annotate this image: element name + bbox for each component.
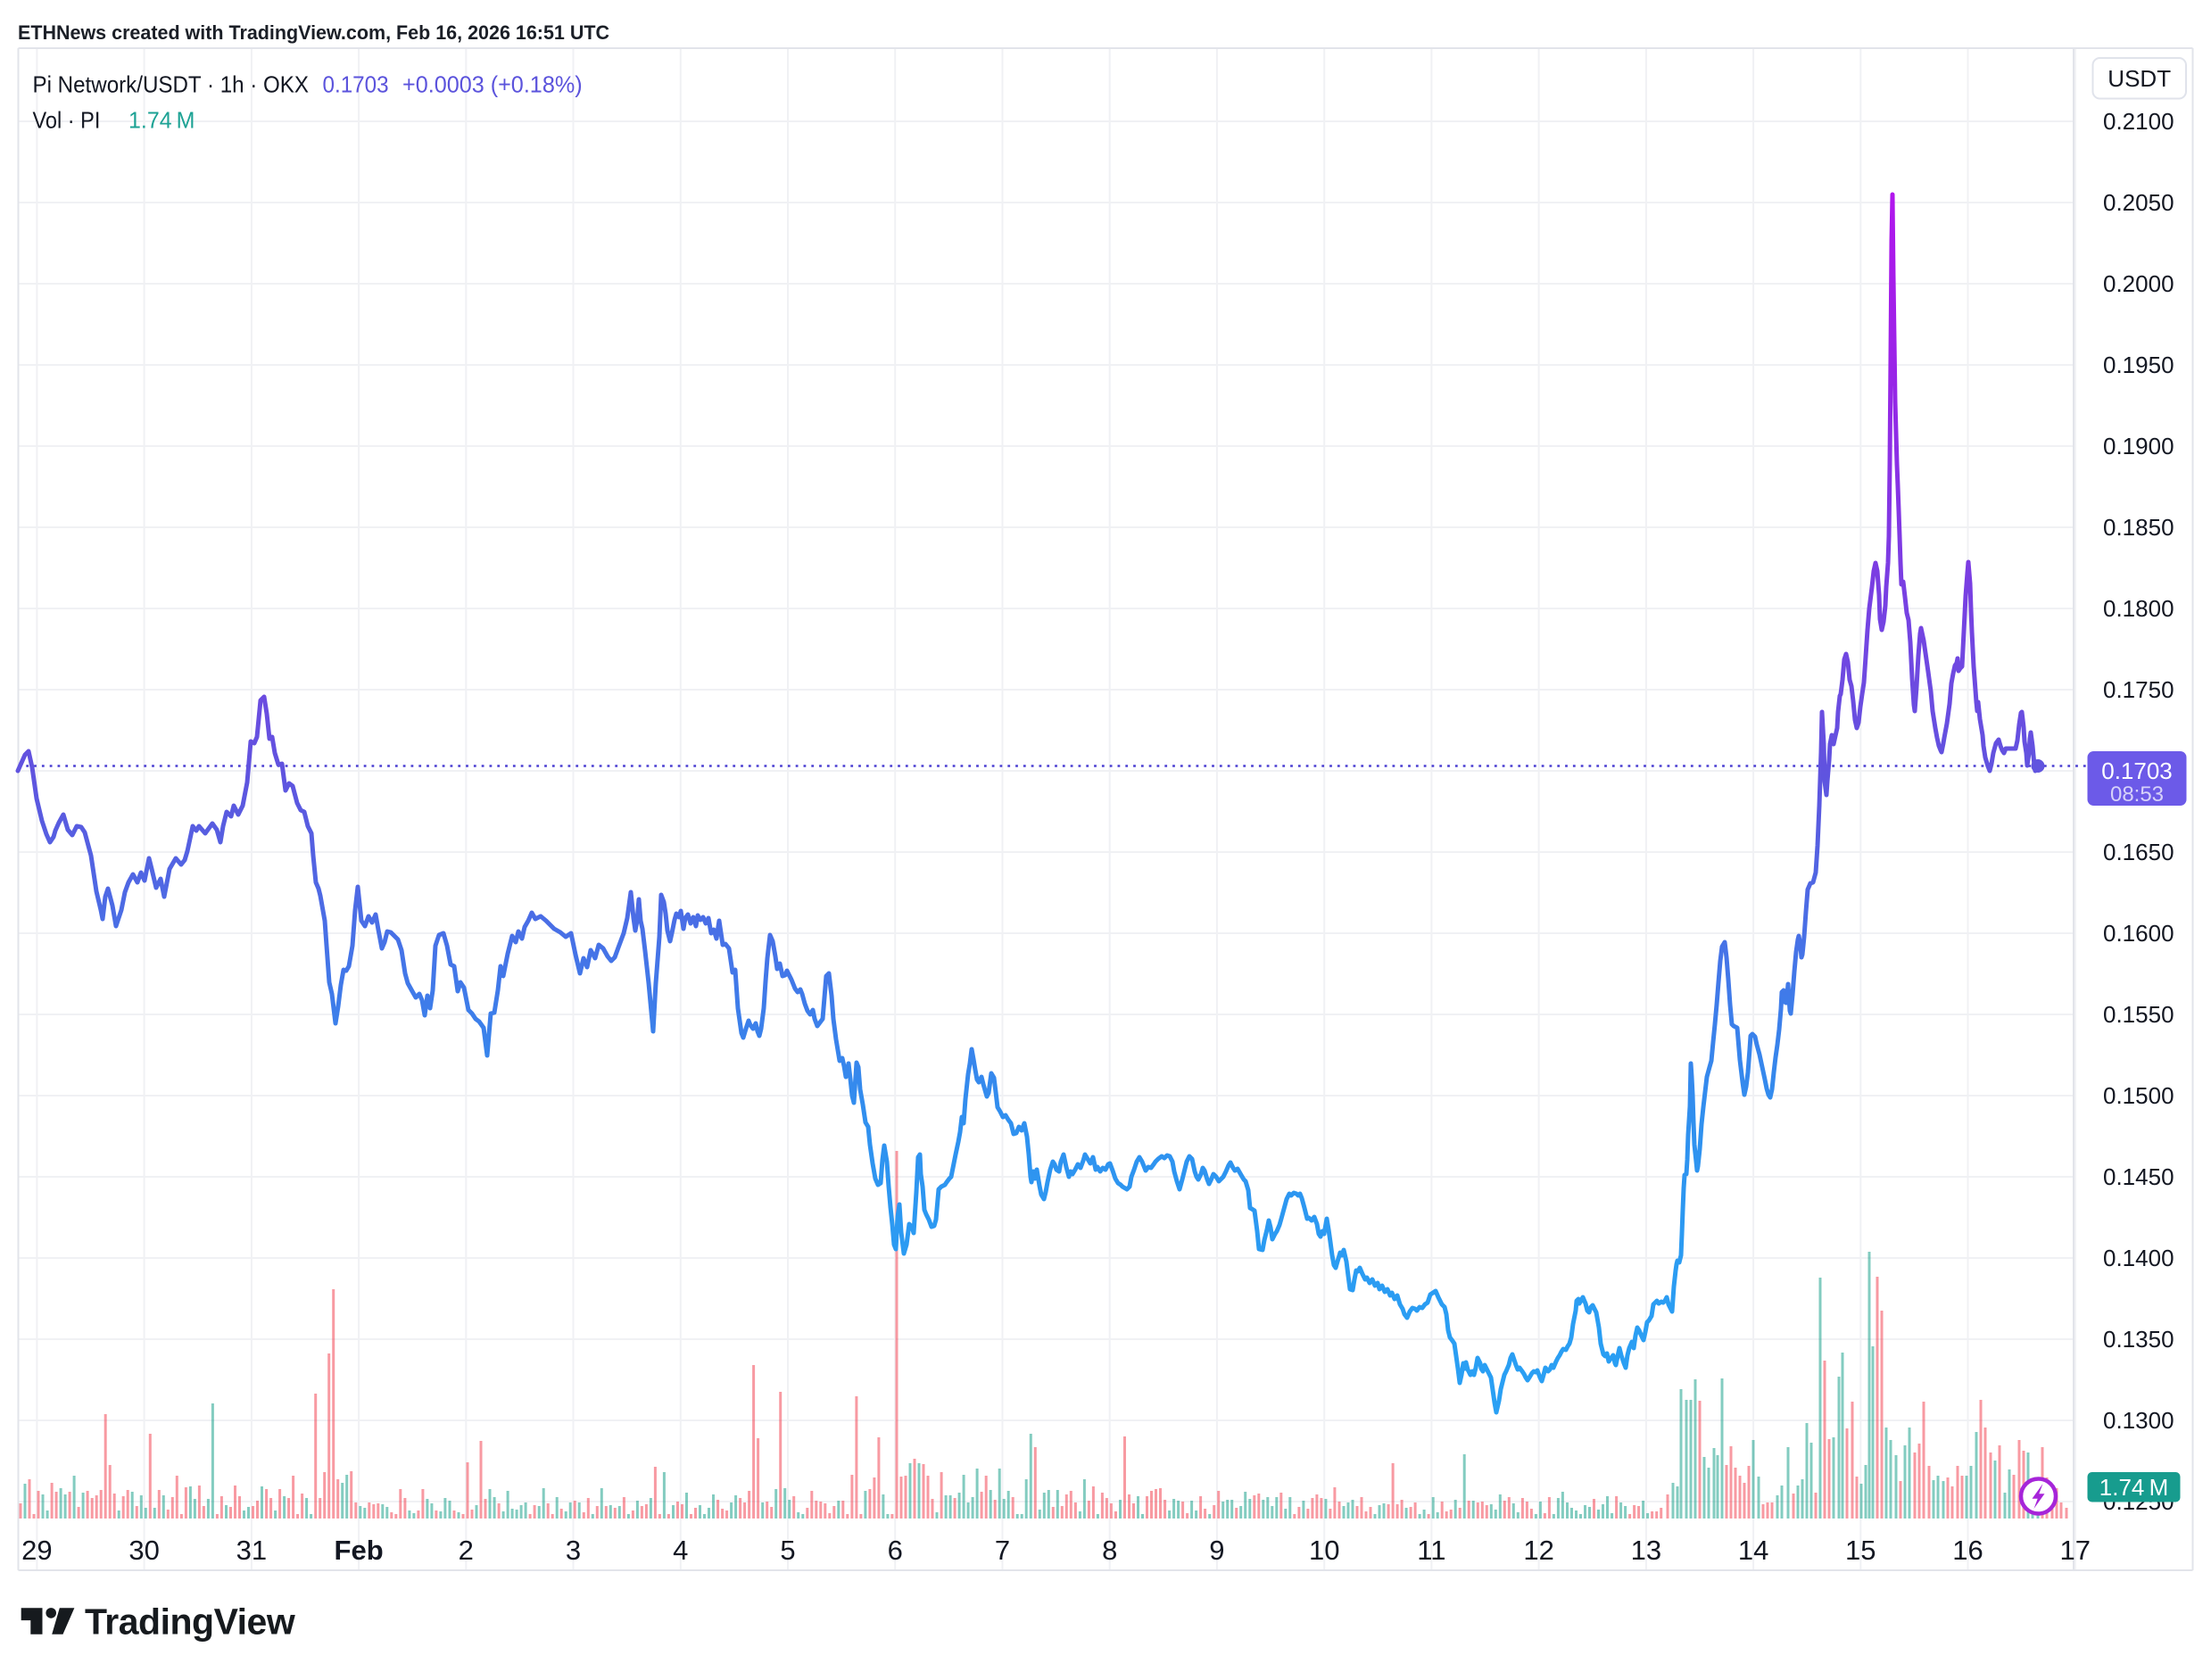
- svg-text:29: 29: [21, 1535, 52, 1566]
- svg-text:16: 16: [1952, 1535, 1983, 1566]
- svg-text:0.1900: 0.1900: [2103, 433, 2174, 459]
- svg-text:2: 2: [459, 1535, 474, 1566]
- svg-text:Feb: Feb: [335, 1535, 384, 1566]
- svg-text:0.1450: 0.1450: [2103, 1163, 2174, 1190]
- svg-text:0.1300: 0.1300: [2103, 1407, 2174, 1434]
- svg-text:0.1350: 0.1350: [2103, 1326, 2174, 1353]
- svg-text:0.1650: 0.1650: [2103, 839, 2174, 865]
- svg-text:5: 5: [780, 1535, 795, 1566]
- svg-text:0.2000: 0.2000: [2103, 270, 2174, 297]
- svg-text:4: 4: [673, 1535, 688, 1566]
- svg-text:6: 6: [888, 1535, 903, 1566]
- svg-text:0.1750: 0.1750: [2103, 676, 2174, 703]
- svg-text:1.74 M: 1.74 M: [2099, 1474, 2168, 1501]
- svg-text:0.2050: 0.2050: [2103, 189, 2174, 216]
- svg-text:11: 11: [1417, 1535, 1445, 1566]
- svg-text:0.1850: 0.1850: [2103, 514, 2174, 541]
- svg-text:0.1703: 0.1703: [2101, 757, 2173, 784]
- svg-text:8: 8: [1102, 1535, 1117, 1566]
- svg-text:15: 15: [1845, 1535, 1876, 1566]
- svg-text:Vol · PI1.74 M: Vol · PI 1.74 M: [33, 107, 195, 134]
- svg-text:TradingView: TradingView: [85, 1601, 295, 1643]
- svg-text:7: 7: [995, 1535, 1010, 1566]
- svg-text:0.1800: 0.1800: [2103, 595, 2174, 622]
- svg-text:08:53: 08:53: [2110, 782, 2164, 807]
- svg-text:0.1400: 0.1400: [2103, 1245, 2174, 1271]
- svg-text:14: 14: [1738, 1535, 1768, 1566]
- svg-text:0.1600: 0.1600: [2103, 920, 2174, 947]
- svg-text:9: 9: [1209, 1535, 1224, 1566]
- svg-text:13: 13: [1631, 1535, 1661, 1566]
- svg-text:3: 3: [566, 1535, 581, 1566]
- svg-text:10: 10: [1309, 1535, 1339, 1566]
- svg-text:0.2100: 0.2100: [2103, 108, 2174, 135]
- svg-text:31: 31: [236, 1535, 267, 1566]
- svg-text:USDT: USDT: [2107, 65, 2171, 92]
- svg-text:ETHNews created with TradingVi: ETHNews created with TradingView.com, Fe…: [18, 21, 609, 44]
- svg-text:17: 17: [2060, 1535, 2091, 1566]
- svg-text:0.1500: 0.1500: [2103, 1082, 2174, 1109]
- svg-text:30: 30: [128, 1535, 159, 1566]
- svg-text:0.1550: 0.1550: [2103, 1001, 2174, 1028]
- svg-text:0.1950: 0.1950: [2103, 352, 2174, 378]
- svg-text:12: 12: [1523, 1535, 1553, 1566]
